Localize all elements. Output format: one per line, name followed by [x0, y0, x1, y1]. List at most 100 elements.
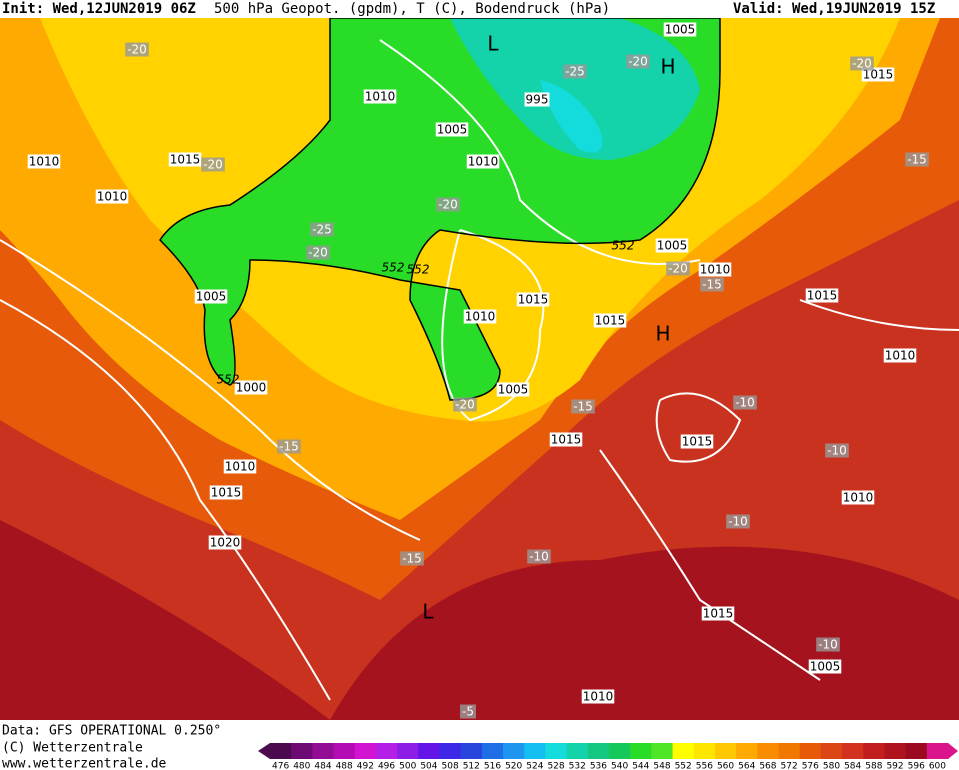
temperature-label-box: [436, 197, 460, 212]
colorbar-label: 564: [738, 762, 755, 770]
isobar-label: 1000: [236, 381, 267, 395]
teal-region: [450, 18, 700, 160]
temperature-label: -10: [728, 515, 748, 529]
isobar-label: 1010: [97, 190, 128, 204]
temperature-label: -20: [668, 262, 688, 276]
isobar: [655, 392, 742, 463]
colorbar-swatch: [609, 743, 631, 759]
isobar-label: 995: [526, 93, 549, 107]
temperature-label-box: [726, 514, 750, 529]
colorbar-label: 480: [293, 762, 310, 770]
temperature-label: -10: [827, 444, 847, 458]
temperature-label: -25: [312, 223, 332, 237]
isobar: [599, 449, 821, 681]
colorbar-label: 576: [802, 762, 819, 770]
isobar-label: 1015: [595, 314, 626, 328]
colorbar-label: 528: [547, 762, 564, 770]
colorbar-swatch: [714, 743, 737, 759]
isobar-label-box: [516, 292, 550, 307]
temperature-label-box: [277, 439, 301, 454]
colorbar-label: 572: [781, 762, 798, 770]
552-contour: [159, 17, 721, 401]
temperature-label-box: [816, 637, 840, 652]
isobar-label-box: [663, 22, 697, 37]
isobar-label: 1010: [468, 155, 499, 169]
isobar-label-box: [223, 459, 257, 474]
isobar-label-box: [363, 89, 397, 104]
isobar-label: 1010: [225, 460, 256, 474]
colorbar-swatch: [693, 743, 716, 759]
isobar-label: 1020: [210, 536, 241, 550]
colorbar-arrow-left: [258, 743, 270, 759]
colorbar-swatch: [587, 743, 610, 759]
temperature-label-box: [460, 704, 476, 719]
colorbar-label: 544: [632, 762, 649, 770]
isobar-label: 1005: [810, 660, 841, 674]
temperature-label-box: [527, 549, 551, 564]
isobar-label-box: [549, 432, 583, 447]
height-label: 552: [217, 373, 240, 387]
isobar-label: 1015: [703, 607, 734, 621]
temperature-label: -10: [735, 396, 755, 410]
colorbar-label: 512: [463, 762, 480, 770]
pressure-center: L: [487, 32, 499, 56]
colorbar-label: 476: [272, 762, 289, 770]
colorbar-swatch: [503, 743, 525, 759]
temperature-label: -15: [702, 278, 722, 292]
colorbar-label: 552: [675, 762, 692, 770]
colorbar-label: 568: [759, 762, 776, 770]
pressure-center: L: [422, 600, 434, 624]
colorbar-swatch: [905, 743, 928, 759]
temperature-label: -20: [852, 57, 872, 71]
height-label: 552: [612, 239, 635, 253]
isobar-label: 1010: [365, 90, 396, 104]
data-source: Data: GFS OPERATIONAL 0.250°: [2, 724, 221, 739]
temperature-label: -15: [573, 400, 593, 414]
isobar-label-box: [496, 382, 530, 397]
isobar-label-box: [209, 485, 243, 500]
colorbar-label: 492: [357, 762, 374, 770]
isobar-label: 1010: [583, 690, 614, 704]
colorbar-swatch: [545, 743, 568, 759]
isobar-label-box: [680, 434, 714, 449]
colorbar-swatch: [333, 743, 356, 759]
isobar-label-box: [524, 92, 550, 107]
copyright: (C) Wetterzentrale: [2, 741, 143, 756]
pressure-center: H: [655, 322, 670, 346]
isobar-label-box: [808, 659, 842, 674]
colorbar-swatch: [291, 743, 313, 759]
colorbar-swatch: [820, 743, 843, 759]
temperature-label-box: [733, 395, 757, 410]
isobar: [799, 299, 959, 331]
init-time: Init: Wed,12JUN2019 06Z: [2, 1, 196, 17]
temperature-label-box: [666, 261, 690, 276]
colorbar-swatch: [842, 743, 864, 759]
colorbar-swatch: [778, 743, 801, 759]
colorbar-label: 596: [908, 762, 925, 770]
temperature-label: -25: [565, 65, 585, 79]
isobar: [0, 239, 421, 541]
temperature-label-box: [125, 42, 149, 57]
temperature-label: -20: [203, 158, 223, 172]
temperature-label: -15: [279, 440, 299, 454]
isobar-label: 1015: [518, 293, 549, 307]
colorbar-arrow-right: [948, 743, 958, 759]
colorbar-label: 488: [336, 762, 353, 770]
colorbar-swatch: [672, 743, 695, 759]
isobar-label-box: [194, 289, 228, 304]
colorbar-swatch: [736, 743, 758, 759]
header-bar: [0, 0, 959, 18]
temperature-label-box: [700, 277, 724, 292]
isobar-label-box: [435, 122, 469, 137]
temperature-label: -20: [455, 398, 475, 412]
temperature-label: -15: [907, 153, 927, 167]
isobar: [379, 39, 701, 265]
temperature-label-box: [825, 443, 849, 458]
colorbar-label: 580: [823, 762, 840, 770]
colorbar-label: 600: [929, 762, 946, 770]
colorbar-label: 588: [865, 762, 882, 770]
colorbar-label: 508: [442, 762, 459, 770]
colorbar-swatch: [799, 743, 822, 759]
isobar-label-box: [805, 288, 839, 303]
